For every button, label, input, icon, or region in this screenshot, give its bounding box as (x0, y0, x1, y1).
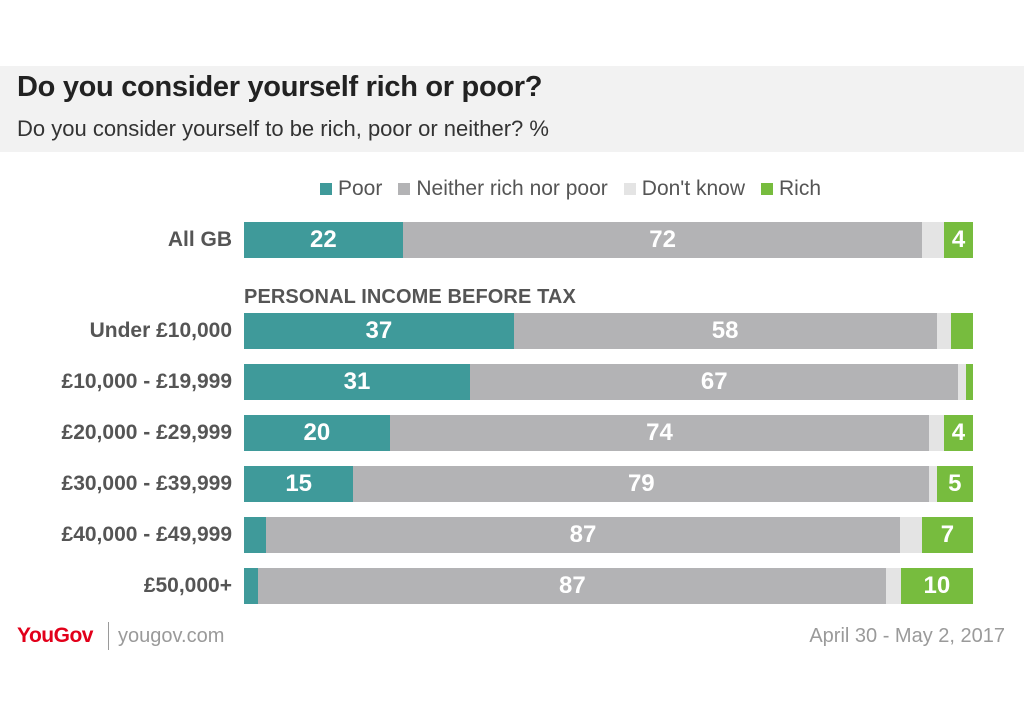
bar-segment-neither: 87 (258, 568, 887, 604)
legend-item-poor: Poor (320, 177, 382, 201)
bar-row: 22 72 4 (244, 222, 973, 258)
footer-divider (108, 622, 109, 650)
legend-label-dont-know: Don't know (641, 177, 746, 200)
legend-swatch-dont-know (623, 183, 636, 195)
data-label: 4 (951, 226, 966, 253)
legend-label-poor: Poor (338, 177, 383, 200)
footer-url: yougov.com (118, 625, 225, 647)
row-label: £30,000 - £39,999 (61, 472, 232, 495)
legend: Poor Neither rich nor poor Don't know Ri… (320, 176, 837, 202)
bar-row: 87 7 (244, 517, 973, 553)
data-label: 67 (700, 368, 728, 395)
bar-segment-poor: 37 (244, 313, 514, 349)
header-band (0, 66, 1024, 152)
bar-segment-dont-know (922, 222, 945, 258)
bar-segment-poor: 22 (244, 222, 403, 258)
data-label: 7 (940, 521, 955, 548)
bar-segment-dont-know (929, 466, 937, 502)
data-label: 37 (365, 317, 393, 344)
data-label: 5 (948, 470, 962, 497)
data-label: 20 (303, 419, 331, 446)
bar-segment-dont-know (929, 415, 944, 451)
data-label: 87 (569, 521, 597, 548)
bar-segment-dont-know (958, 364, 966, 400)
bar-segment-rich: 10 (900, 568, 973, 604)
data-label: 79 (627, 470, 655, 497)
yougov-logo: YouGov (17, 624, 93, 647)
section-heading: PERSONAL INCOME BEFORE TAX (244, 286, 576, 308)
bar-segment-poor: 31 (244, 364, 470, 400)
bar-segment-dont-know (936, 313, 952, 349)
bar-row: 37 58 (244, 313, 973, 349)
bar-segment-neither: 74 (389, 415, 930, 451)
data-label: 58 (711, 317, 739, 344)
bar-segment-neither: 58 (513, 313, 937, 349)
bar-row: 87 10 (244, 568, 973, 604)
bar-segment-poor (244, 517, 266, 553)
bar-segment-poor: 20 (244, 415, 390, 451)
bar-segment-rich: 4 (944, 222, 973, 258)
chart-title: Do you consider yourself rich or poor? (17, 71, 543, 103)
chart-subtitle: Do you consider yourself to be rich, poo… (17, 116, 549, 141)
bar-segment-rich: 4 (943, 415, 973, 451)
row-label: £40,000 - £49,999 (61, 523, 232, 546)
bar-segment-rich: 7 (921, 517, 973, 553)
legend-label-neither: Neither rich nor poor (416, 177, 608, 200)
legend-swatch-poor (320, 183, 332, 195)
bar-segment-poor (244, 568, 259, 604)
legend-label-rich: Rich (779, 177, 822, 200)
footer-date: April 30 - May 2, 2017 (809, 625, 1005, 647)
row-label: Under £10,000 (89, 319, 232, 342)
legend-swatch-neither (398, 183, 411, 195)
bar-segment-dont-know (900, 517, 922, 553)
bar-segment-rich (951, 313, 973, 349)
bar-row: 20 74 4 (244, 415, 973, 451)
bar-segment-neither: 79 (353, 466, 930, 502)
bar-segment-dont-know (886, 568, 901, 604)
bar-segment-neither: 67 (469, 364, 959, 400)
bar-segment-poor: 15 (244, 466, 354, 502)
bar-segment-neither: 87 (265, 517, 901, 553)
data-label: 4 (951, 419, 966, 446)
data-label: 15 (285, 470, 313, 497)
data-label: 87 (559, 572, 586, 599)
bar-row: 31 67 (244, 364, 973, 400)
legend-item-rich: Rich (761, 177, 821, 201)
row-label: All GB (167, 228, 232, 251)
row-label: £10,000 - £19,999 (61, 370, 232, 393)
row-label: £20,000 - £29,999 (61, 421, 232, 444)
data-label: 72 (649, 226, 676, 253)
bar-segment-rich: 5 (936, 466, 973, 502)
bar-segment-rich (965, 364, 973, 400)
data-label: 74 (646, 419, 673, 446)
legend-item-dont-know: Don't know (623, 177, 746, 201)
row-label: £50,000+ (143, 574, 232, 597)
data-label: 10 (923, 572, 951, 599)
bar-segment-neither: 72 (402, 222, 923, 258)
data-label: 31 (343, 368, 371, 395)
legend-swatch-rich (761, 183, 774, 195)
bar-row: 15 79 5 (244, 466, 973, 502)
data-label: 22 (310, 226, 337, 253)
legend-item-neither: Neither rich nor poor (398, 177, 608, 201)
